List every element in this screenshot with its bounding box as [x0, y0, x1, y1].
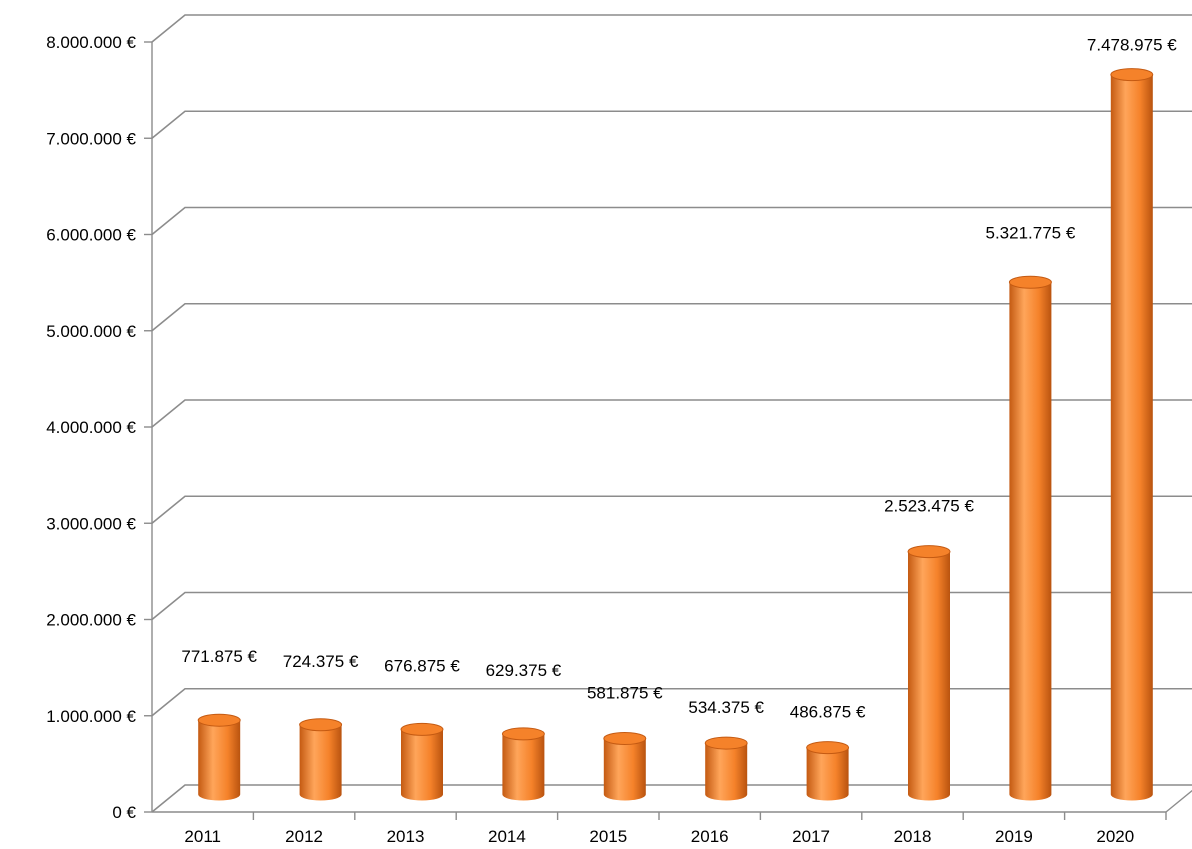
data-label: 2.523.475 €: [884, 497, 974, 516]
data-label: 5.321.775 €: [985, 223, 1075, 242]
data-label: 486.875 €: [790, 703, 866, 722]
data-label: 7.478.975 €: [1087, 36, 1177, 55]
x-tick-label: 2013: [387, 827, 425, 846]
x-tick-label: 2017: [792, 827, 830, 846]
y-tick-label: 8.000.000 €: [46, 33, 136, 52]
bar-top: [603, 731, 647, 745]
gridline: [151, 206, 1192, 236]
floor-depth-edge: [1165, 789, 1192, 813]
bar-top: [299, 718, 343, 732]
bar: [299, 718, 343, 801]
bar: [197, 713, 241, 801]
bar-body: [198, 720, 241, 801]
bar-top: [400, 722, 444, 736]
bar: [907, 545, 951, 801]
y-tick-label: 1.000.000 €: [46, 707, 136, 726]
bar: [603, 731, 647, 801]
x-tick-label: 2014: [488, 827, 526, 846]
bar-body: [806, 747, 849, 801]
gridline: [151, 110, 1192, 139]
data-label: 676.875 €: [384, 656, 460, 675]
y-tick-label: 7.000.000 €: [46, 129, 136, 148]
bar-body: [705, 743, 748, 801]
gridline: [151, 591, 1192, 621]
axes: [144, 41, 1192, 820]
bar-body: [401, 729, 443, 801]
bar: [806, 741, 850, 801]
x-axis-tick-labels: 2011 2012 2013 2014 2015 2016 2017 2018 2019 2020: [184, 827, 1134, 846]
y-tick-label: 0 €: [112, 803, 136, 822]
gridlines: [151, 14, 1192, 813]
data-label: 581.875 €: [587, 683, 663, 702]
bar-top: [907, 545, 951, 559]
bar-body: [603, 738, 646, 801]
bar-top: [806, 741, 850, 755]
x-tick-label: 2018: [894, 827, 932, 846]
y-tick-label: 5.000.000 €: [46, 322, 136, 341]
data-label: 534.375 €: [688, 698, 764, 717]
gridline: [151, 14, 1192, 43]
bar: [704, 736, 748, 801]
data-label: 724.375 €: [283, 652, 359, 671]
x-tick-label: 2011: [184, 827, 221, 846]
data-labels: 771.875 € 724.375 € 676.875 € 629.375 € 581.…: [181, 36, 1177, 722]
bar-top: [1008, 275, 1052, 289]
x-tick-label: 2019: [995, 827, 1033, 846]
y-axis-tick-labels: 0 € 1.000.000 € 2.000.000 € 3.000.000 € 4.00…: [46, 33, 136, 822]
y-tick-label: 2.000.000 €: [46, 611, 136, 630]
y-tick-label: 3.000.000 €: [46, 514, 136, 533]
bar-top: [1110, 68, 1154, 82]
bar-top: [501, 727, 545, 741]
gridline: [151, 687, 1192, 717]
bar: [1008, 275, 1052, 801]
gridline: [151, 784, 1192, 813]
bar-top: [704, 736, 748, 750]
y-tick-label: 6.000.000 €: [46, 226, 136, 245]
x-tick-label: 2016: [691, 827, 729, 846]
bar-body: [1009, 282, 1052, 801]
x-tick-label: 2015: [589, 827, 627, 846]
bar: [1110, 68, 1154, 801]
y-tick-label: 4.000.000 €: [46, 418, 136, 437]
data-label: 771.875 €: [181, 647, 257, 666]
gridline: [151, 302, 1192, 332]
bar-top: [197, 713, 241, 727]
gridline: [151, 495, 1192, 524]
bar: [501, 727, 545, 801]
bar-body: [299, 724, 342, 801]
bar: [400, 722, 444, 801]
data-label: 629.375 €: [486, 661, 562, 680]
gridline: [151, 399, 1192, 428]
bar-body: [1110, 74, 1153, 801]
x-tick-label: 2020: [1096, 827, 1134, 846]
bar-body: [502, 733, 545, 801]
x-tick-label: 2012: [285, 827, 323, 846]
bars: [197, 68, 1154, 801]
bar-body: [908, 551, 950, 801]
